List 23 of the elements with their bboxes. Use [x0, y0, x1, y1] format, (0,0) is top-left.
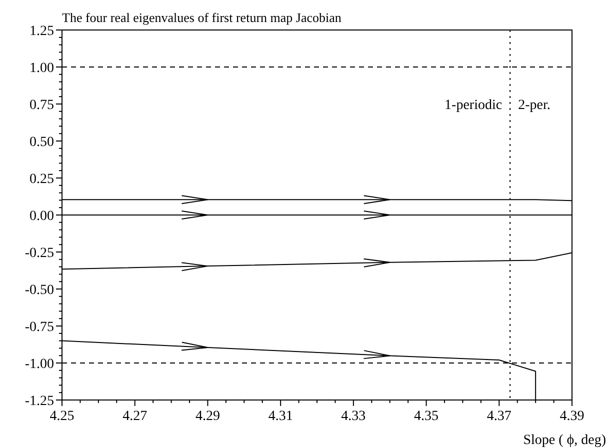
y-tick-label: 1.25 — [30, 24, 54, 39]
y-tick-label: 0.50 — [30, 135, 54, 150]
y-tick-label: 1.00 — [30, 61, 54, 76]
y-tick-label: -0.75 — [24, 320, 54, 335]
chart-title: The four real eigenvalues of first return map Jacobian — [62, 10, 342, 25]
y-tick-label: 0.00 — [30, 209, 54, 224]
annotation: 2-per. — [518, 98, 550, 113]
x-tick-label: 4.33 — [341, 409, 366, 424]
y-tick-label: -0.25 — [24, 246, 54, 261]
x-tick-label: 4.37 — [486, 409, 512, 424]
y-tick-label: 0.75 — [30, 98, 54, 113]
y-tick-label: -1.25 — [24, 394, 54, 409]
y-tick-label: -0.50 — [24, 283, 54, 298]
x-tick-label: 4.27 — [122, 409, 148, 424]
x-axis-title: Slope ( ϕ, deg) — [523, 433, 606, 448]
x-tick-label: 4.29 — [195, 409, 220, 424]
x-tick-label: 4.39 — [560, 409, 584, 424]
x-tick-label: 4.25 — [50, 409, 74, 424]
y-tick-label: -1.00 — [24, 357, 54, 372]
annotation: 1-periodic — [444, 98, 502, 113]
x-tick-label: 4.35 — [414, 409, 439, 424]
x-tick-label: 4.31 — [268, 409, 293, 424]
y-tick-label: 0.25 — [30, 172, 54, 187]
